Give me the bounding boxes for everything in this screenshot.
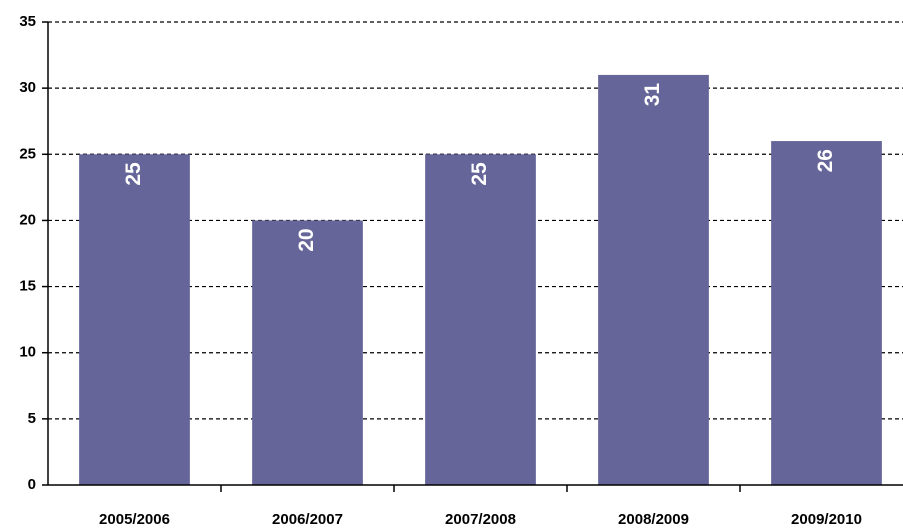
- value-label: 26: [814, 149, 837, 172]
- value-label: 25: [468, 162, 491, 186]
- y-tick-label: 35: [19, 13, 36, 30]
- y-tick-label: 15: [19, 278, 36, 295]
- x-tick-label: 2009/2010: [791, 511, 862, 528]
- bar: [425, 154, 536, 486]
- value-label: 20: [295, 228, 318, 251]
- value-label: 25: [122, 162, 145, 186]
- value-label: 31: [641, 83, 664, 107]
- y-tick-label: 25: [19, 145, 36, 162]
- x-tick-label: 2008/2009: [618, 511, 689, 528]
- x-tick-label: 2005/2006: [99, 511, 170, 528]
- bar: [79, 154, 190, 486]
- bar: [252, 220, 363, 485]
- x-tick-label: 2007/2008: [445, 511, 516, 528]
- y-tick-label: 20: [19, 211, 36, 228]
- x-tick-label: 2006/2007: [272, 511, 343, 528]
- bar: [771, 141, 882, 486]
- y-tick-label: 0: [28, 476, 36, 493]
- y-tick-label: 30: [19, 79, 36, 96]
- y-tick-label: 5: [28, 410, 36, 427]
- bar: [598, 74, 709, 486]
- y-tick-label: 10: [19, 344, 36, 361]
